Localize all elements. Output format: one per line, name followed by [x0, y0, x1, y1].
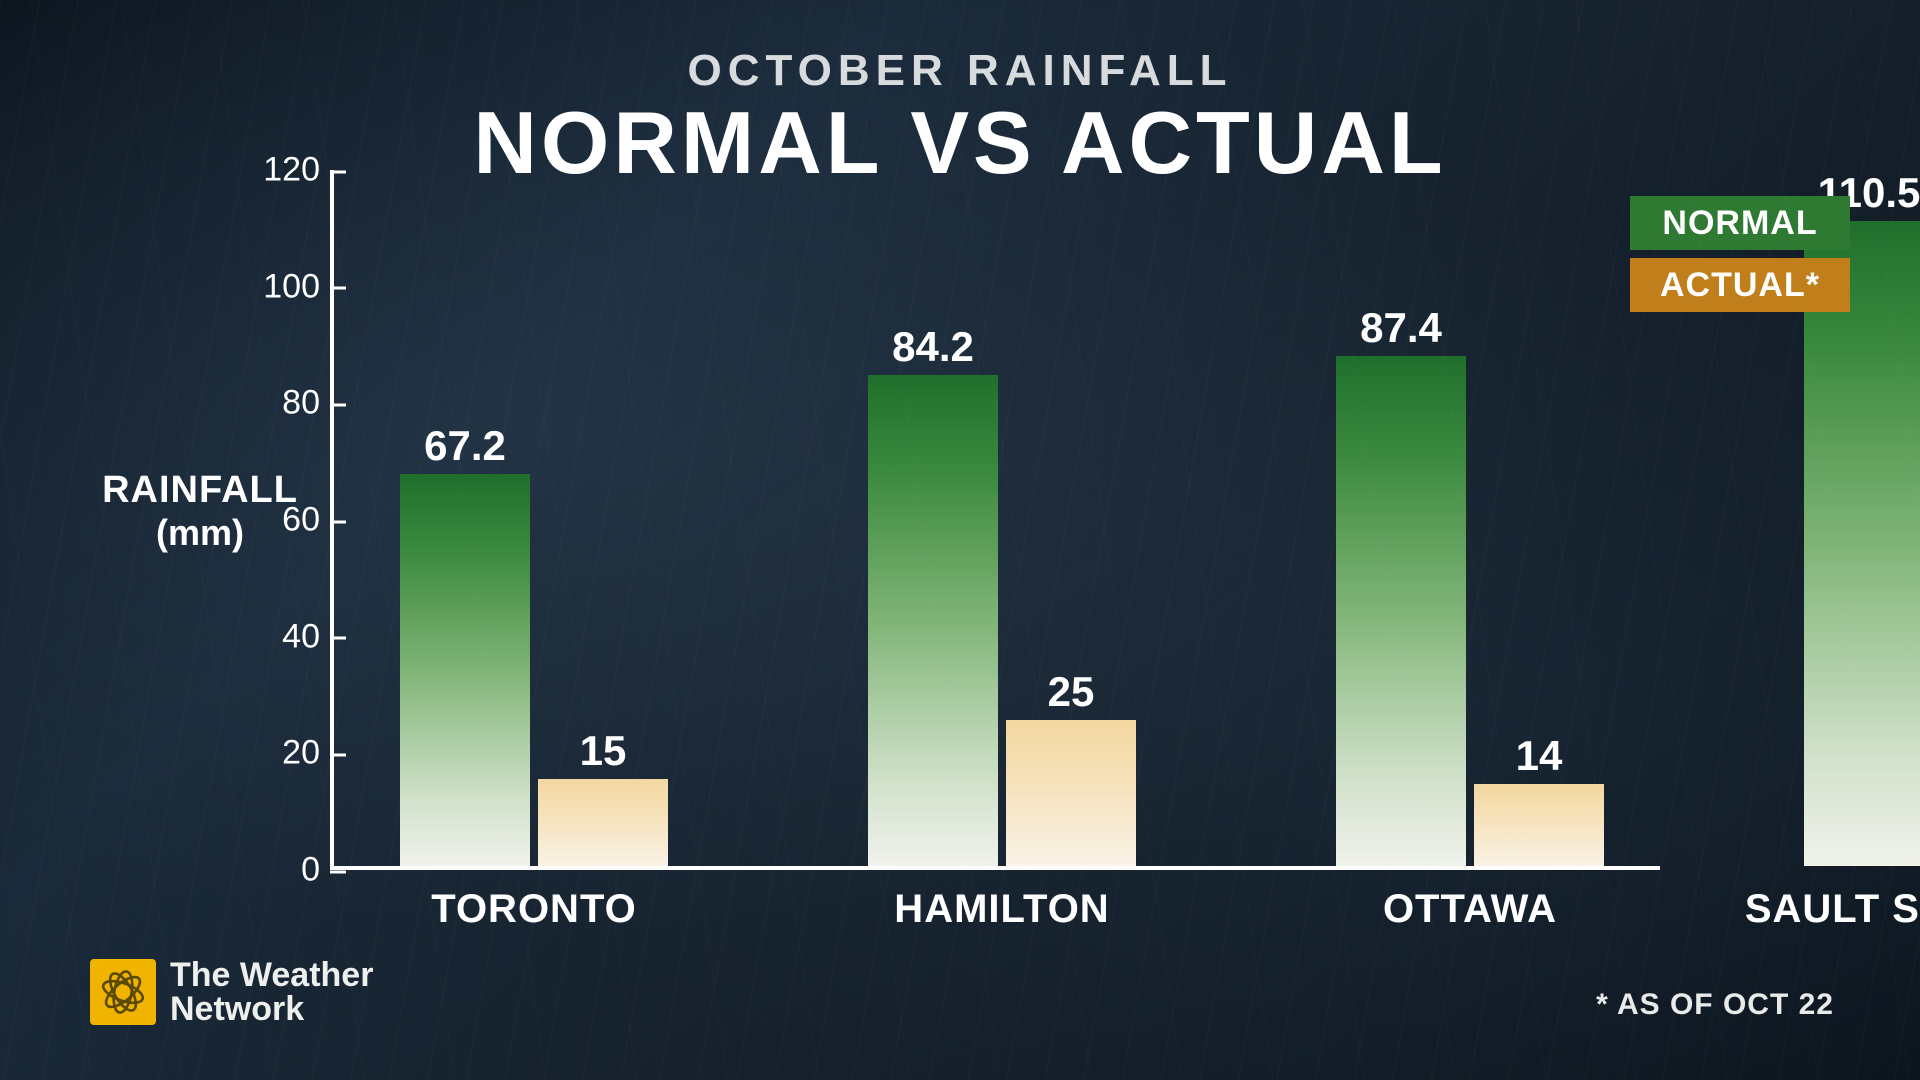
legend-label-actual: ACTUAL* [1660, 266, 1820, 305]
category-label: HAMILTON [894, 887, 1109, 932]
bar-normal [868, 375, 998, 866]
bar-value-actual: 25 [1048, 668, 1095, 716]
bar-normal [400, 474, 530, 866]
x-axis-line [330, 866, 1660, 870]
brand-line2: Network [170, 992, 373, 1026]
bar-value-normal: 84.2 [892, 323, 974, 371]
brand: The Weather Network [90, 958, 373, 1026]
y-tick: 100 [230, 267, 320, 306]
brand-logo-icon [90, 959, 156, 1025]
chart-subtitle: OCTOBER RAINFALL [0, 46, 1920, 96]
category-label: OTTAWA [1383, 887, 1557, 932]
bar-normal [1336, 356, 1466, 866]
swirl-icon [97, 966, 149, 1018]
bar-value-actual: 15 [580, 727, 627, 775]
footnote: * AS OF OCT 22 [1596, 988, 1834, 1022]
brand-text: The Weather Network [170, 958, 373, 1026]
brand-line1: The Weather [170, 958, 373, 992]
legend-item-actual: ACTUAL* [1630, 258, 1850, 312]
y-tick: 60 [230, 501, 320, 540]
stage: OCTOBER RAINFALL NORMAL VS ACTUAL RAINFA… [0, 0, 1920, 1080]
y-tick: 120 [230, 151, 320, 190]
bar-actual [1006, 720, 1136, 866]
category-label: TORONTO [431, 887, 637, 932]
rainfall-bar-chart: RAINFALL (mm) 02040608010012067.215TORON… [330, 170, 1660, 870]
bar-actual [1474, 784, 1604, 866]
legend: NORMAL ACTUAL* [1630, 196, 1850, 312]
y-tick: 0 [230, 851, 320, 890]
y-tick: 80 [230, 384, 320, 423]
bar-value-normal: 87.4 [1360, 304, 1442, 352]
bar-value-normal: 67.2 [424, 422, 506, 470]
y-tick: 20 [230, 734, 320, 773]
legend-label-normal: NORMAL [1662, 204, 1817, 243]
bar-actual [538, 779, 668, 867]
bar-value-actual: 14 [1516, 732, 1563, 780]
category-label: SAULT STE. MARIE [1745, 887, 1920, 932]
legend-item-normal: NORMAL [1630, 196, 1850, 250]
bar-normal [1804, 221, 1920, 866]
y-tick: 40 [230, 617, 320, 656]
